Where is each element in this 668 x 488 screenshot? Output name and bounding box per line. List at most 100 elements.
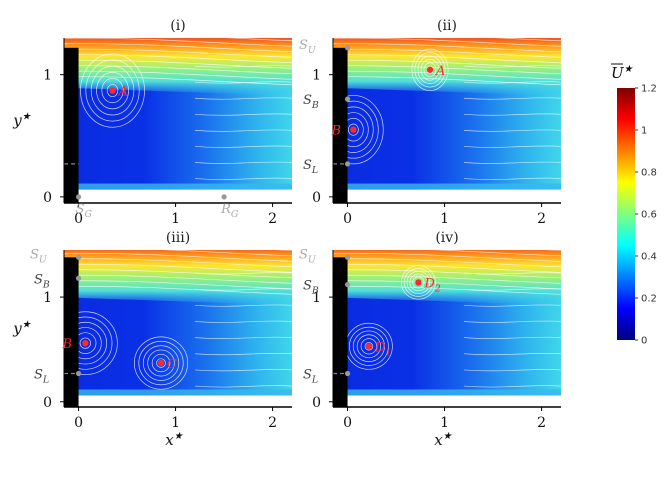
streamline bbox=[463, 161, 561, 164]
marker-label: SB bbox=[303, 93, 319, 111]
streamline bbox=[194, 369, 292, 372]
marker-label: SU bbox=[299, 38, 317, 56]
streamline bbox=[463, 320, 561, 323]
shear-layer bbox=[64, 38, 292, 96]
streamline bbox=[64, 59, 292, 69]
streamline bbox=[194, 288, 292, 291]
x-tick-label: 2 bbox=[537, 211, 546, 227]
streamline bbox=[194, 145, 292, 148]
ground-gap bbox=[64, 189, 292, 203]
vortex-core-point bbox=[365, 343, 373, 350]
streamline bbox=[64, 65, 292, 75]
panel-title: (iv) bbox=[435, 230, 458, 246]
marker-label: SG bbox=[76, 202, 93, 220]
streamline bbox=[493, 38, 561, 42]
streamline bbox=[333, 263, 561, 273]
streamline bbox=[463, 352, 561, 356]
streamline bbox=[64, 274, 292, 284]
vortex-core-label: A bbox=[435, 64, 445, 79]
vortex-streamline bbox=[423, 62, 437, 78]
streamline bbox=[431, 250, 561, 257]
streamline bbox=[64, 258, 292, 268]
ground-gap bbox=[64, 395, 292, 407]
streamline bbox=[64, 269, 292, 279]
velocity-field bbox=[64, 38, 292, 203]
marker-dot bbox=[75, 275, 82, 281]
vortex-streamline bbox=[348, 326, 389, 366]
vortex-streamline bbox=[156, 358, 166, 368]
streamline bbox=[194, 113, 292, 116]
streamline bbox=[194, 97, 292, 100]
y-tick-label: 0 bbox=[312, 190, 321, 206]
streamline bbox=[463, 65, 561, 68]
streamline bbox=[194, 352, 292, 356]
streamline bbox=[333, 48, 561, 58]
x-axis-label: x★ bbox=[165, 431, 183, 449]
x-tick-label: 1 bbox=[440, 211, 449, 227]
streamline bbox=[194, 177, 292, 180]
vortex-core-label: A bbox=[118, 85, 128, 100]
velocity-field bbox=[333, 250, 561, 407]
x-tick-label: 2 bbox=[268, 211, 277, 227]
vortex-streamline bbox=[142, 345, 180, 381]
vortex-streamline bbox=[352, 330, 385, 362]
y-tick-label: 0 bbox=[312, 395, 321, 411]
vortex-streamline bbox=[348, 123, 359, 136]
marker-label: SL bbox=[303, 158, 318, 176]
velocity-field bbox=[64, 250, 292, 407]
vortex-streamline bbox=[64, 321, 108, 365]
vortex-core-point bbox=[426, 66, 434, 73]
panel-title: (i) bbox=[170, 18, 185, 34]
streamline bbox=[194, 81, 292, 84]
vortex-core-label: C bbox=[167, 357, 177, 372]
vortex-streamline bbox=[333, 100, 379, 159]
streamline bbox=[64, 48, 292, 58]
streamline bbox=[333, 43, 561, 53]
colorbar-tick-label: 0.2 bbox=[641, 294, 657, 305]
y-tick-label: 0 bbox=[43, 395, 52, 411]
streamline bbox=[333, 76, 561, 86]
marker-dot bbox=[344, 254, 351, 260]
x-tick-label: 1 bbox=[440, 415, 449, 431]
marker-dot bbox=[344, 370, 351, 377]
vortex-streamline bbox=[400, 265, 436, 300]
marker-dot bbox=[75, 370, 82, 377]
y-tick-label: 1 bbox=[43, 68, 52, 84]
streamline bbox=[64, 280, 292, 290]
x-tick-label: 2 bbox=[268, 415, 277, 431]
streamline bbox=[194, 161, 292, 164]
streamline bbox=[463, 145, 561, 148]
vortex-streamline bbox=[101, 77, 124, 104]
streamline bbox=[463, 336, 561, 339]
x-tick-label: 0 bbox=[343, 415, 352, 431]
panel-3: (iii) 0 1 2 0 1 y★ SU SB SL B Cx★ bbox=[12, 230, 292, 449]
panel-2: (ii) 0 1 2 0 1 SU SB SL A B bbox=[299, 18, 561, 227]
colorbar-tick-label: 1.2 bbox=[641, 84, 657, 95]
vortex-streamline bbox=[64, 316, 113, 370]
vortex-streamline bbox=[64, 311, 118, 375]
streamline bbox=[194, 385, 292, 388]
marker-dot bbox=[344, 45, 351, 51]
bluff-body bbox=[64, 257, 79, 407]
vortex-core-point bbox=[109, 87, 116, 94]
colorbar-tick-label: 1 bbox=[641, 126, 647, 137]
velocity-field bbox=[333, 38, 561, 203]
colorbar-tick-label: 0 bbox=[641, 336, 647, 347]
colorbar-scale bbox=[617, 88, 635, 340]
streamline bbox=[64, 285, 292, 295]
colorbar: 0 0.2 0.4 0.6 0.8 1 1.2 U★ bbox=[611, 63, 657, 347]
x-tick-label: 0 bbox=[74, 415, 83, 431]
streamline bbox=[194, 65, 292, 68]
vortex-streamline bbox=[333, 95, 384, 165]
streamline bbox=[224, 38, 292, 42]
streamline bbox=[463, 272, 561, 275]
streamline bbox=[64, 252, 292, 262]
marker-dot bbox=[344, 281, 351, 288]
panel-title: (iii) bbox=[166, 230, 190, 246]
streamline bbox=[194, 320, 292, 323]
streamline bbox=[162, 250, 292, 257]
marker-label: SU bbox=[299, 247, 317, 265]
bluff-body bbox=[333, 257, 348, 407]
streamline bbox=[463, 385, 561, 388]
